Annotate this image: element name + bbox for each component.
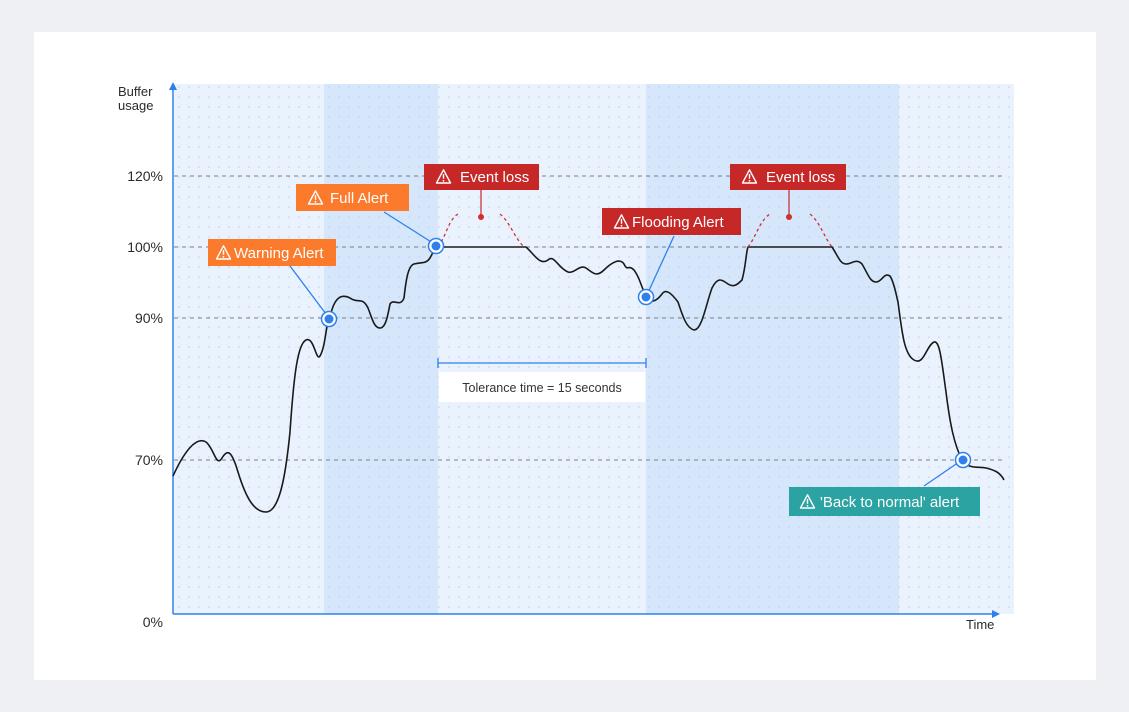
connector-back-to-normal	[923, 459, 963, 487]
y-axis-arrow	[169, 82, 177, 90]
event-loss-text-2: Event loss	[766, 169, 835, 186]
event-loss-overflow-2	[747, 213, 833, 248]
warning-triangle-icon	[799, 494, 816, 509]
y-tick-70: 70%	[135, 452, 163, 468]
event-loss-dot-1	[478, 214, 484, 220]
tolerance-label-box	[439, 372, 645, 402]
warning-triangle-icon	[613, 214, 630, 229]
warning-triangle-icon	[215, 245, 232, 260]
x-axis-title: Time	[966, 617, 994, 632]
warning-alert-text: Warning Alert	[234, 245, 324, 262]
y-tick-0: 0%	[143, 614, 163, 630]
warning-alert-label: Warning Alert	[208, 239, 336, 266]
buffer-usage-curve	[172, 246, 1005, 513]
x-axis-arrow	[992, 610, 1000, 618]
marker-full	[427, 237, 445, 255]
event-loss-text-1: Event loss	[460, 169, 529, 186]
y-tick-100: 100%	[127, 239, 163, 255]
y-tick-120: 120%	[127, 168, 163, 184]
y-axis-title-line1: Buffer	[118, 84, 153, 99]
connector-full	[383, 211, 437, 246]
y-axis-title-line2: usage	[118, 98, 153, 113]
event-loss-label-2: Event loss	[730, 164, 846, 190]
back-to-normal-alert-label: 'Back to normal' alert	[789, 487, 980, 516]
full-alert-label: Full Alert	[296, 184, 409, 211]
event-loss-label-1: Event loss	[424, 164, 539, 190]
back-to-normal-alert-text: 'Back to normal' alert	[820, 494, 960, 511]
tolerance-label: Tolerance time = 15 seconds	[462, 381, 621, 395]
event-loss-overflow-1	[437, 213, 525, 248]
warning-triangle-icon	[435, 169, 452, 184]
buffer-usage-diagram: Buffer usage 120% 100% 90% 70% 0% Time T…	[118, 82, 1014, 632]
tolerance-bracket	[437, 358, 647, 368]
connector-warning	[289, 265, 330, 319]
marker-back-to-normal	[954, 451, 972, 469]
warning-triangle-icon	[307, 190, 324, 205]
warning-triangle-icon	[741, 169, 758, 184]
marker-flooding	[637, 288, 655, 306]
alert-connectors	[289, 211, 963, 487]
y-tick-90: 90%	[135, 310, 163, 326]
connector-flooding	[645, 235, 675, 298]
event-loss-dot-2	[786, 214, 792, 220]
full-alert-text: Full Alert	[330, 190, 389, 207]
diagram-card: Buffer usage 120% 100% 90% 70% 0% Time T…	[34, 32, 1096, 680]
marker-warning	[320, 310, 338, 328]
flooding-alert-text: Flooding Alert	[632, 214, 725, 231]
flooding-alert-label: Flooding Alert	[602, 208, 741, 235]
